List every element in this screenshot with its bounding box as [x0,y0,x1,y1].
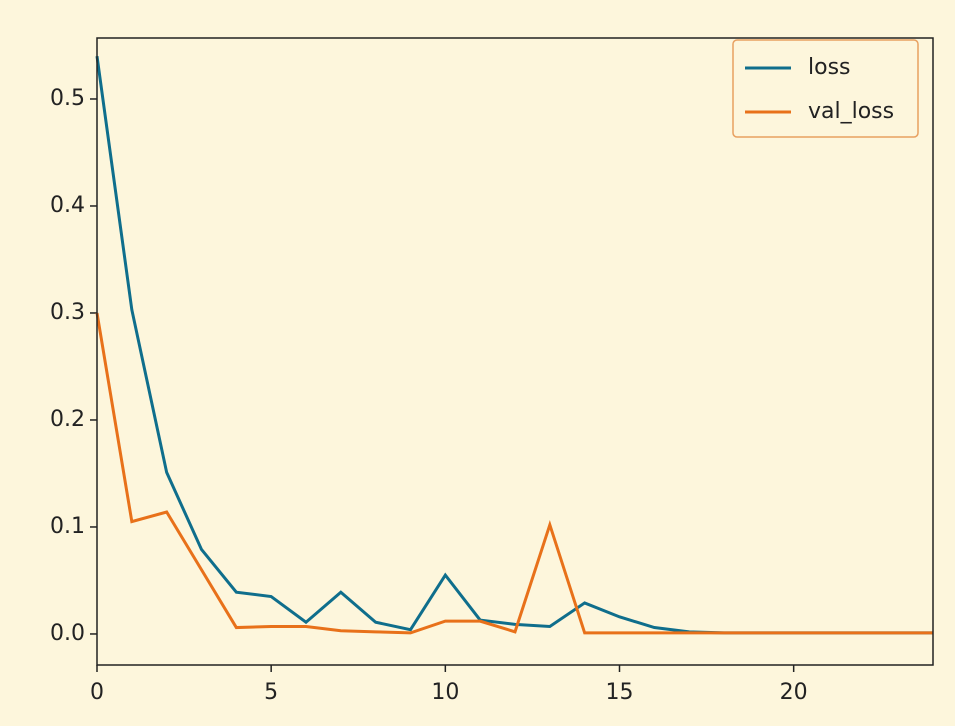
y-tick-label: 0.5 [50,86,85,111]
x-tick-label: 15 [606,680,634,705]
y-tick-label: 0.0 [50,621,85,646]
y-tick-label: 0.2 [50,407,85,432]
x-tick-label: 10 [431,680,459,705]
y-tick-label: 0.3 [50,300,85,325]
y-tick-label: 0.1 [50,514,85,539]
x-tick-label: 20 [780,680,808,705]
series-line [95,312,933,635]
x-tick-label: 5 [264,680,278,705]
x-tick-label: 0 [90,680,104,705]
plot-frame [96,37,934,666]
y-tick-label: 0.4 [50,193,85,218]
legend-label: val_loss [808,99,894,124]
legend-label: loss [808,55,851,80]
